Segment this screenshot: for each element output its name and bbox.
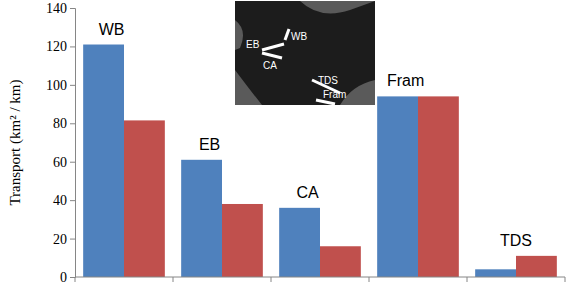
y-tick: 0 xyxy=(60,270,75,285)
chart: 020406080100120140WBEBCAFramTDSTransport… xyxy=(0,0,570,291)
bar xyxy=(320,246,361,277)
group-label: Fram xyxy=(387,72,424,89)
y-tick-mark xyxy=(70,46,75,47)
y-tick: 120 xyxy=(46,39,75,54)
bar xyxy=(181,160,222,277)
y-axis-line xyxy=(70,9,76,278)
y-tick-mark xyxy=(70,277,75,278)
y-tick: 140 xyxy=(46,1,75,16)
plot: 020406080100120140WBEBCAFramTDS xyxy=(46,1,565,285)
bar xyxy=(418,96,459,277)
y-tick-label: 0 xyxy=(60,270,67,285)
y-tick-label: 20 xyxy=(53,232,67,247)
y-tick-mark xyxy=(70,162,75,163)
section-line xyxy=(285,29,289,40)
y-tick: 20 xyxy=(53,232,75,247)
y-tick: 60 xyxy=(53,155,75,170)
bar xyxy=(222,204,263,277)
x-tick-mark xyxy=(369,277,370,282)
y-tick-mark xyxy=(70,200,75,201)
bars xyxy=(83,45,557,277)
y-axis: 0 20 40 60 80 100 120 140 xyxy=(46,1,76,285)
inset-label: EB xyxy=(246,39,260,50)
y-tick: 40 xyxy=(53,193,75,208)
inset-land xyxy=(235,1,375,105)
bar xyxy=(279,208,320,277)
group-label: EB xyxy=(199,136,220,153)
y-tick-label: 40 xyxy=(53,193,67,208)
y-tick: 80 xyxy=(53,116,75,131)
y-axis-title: Transport (km² / km) xyxy=(7,79,24,205)
inset-label: TDS xyxy=(318,75,338,86)
y-tick-label: 120 xyxy=(46,39,67,54)
y-tick-label: 100 xyxy=(46,78,67,93)
section-line xyxy=(262,44,284,50)
bar xyxy=(377,96,418,277)
section-line xyxy=(262,53,282,58)
inset-label: Fram xyxy=(323,89,346,100)
y-tick-label: 60 xyxy=(53,155,67,170)
y-tick: 100 xyxy=(46,78,75,93)
inset-background xyxy=(235,1,375,105)
y-tick-mark xyxy=(70,239,75,240)
x-tick-mark xyxy=(75,277,76,282)
y-tick-label: 140 xyxy=(46,1,67,16)
inset-label: WB xyxy=(291,31,307,42)
bar xyxy=(83,45,124,277)
y-tick-mark xyxy=(70,85,75,86)
x-axis xyxy=(75,277,565,282)
y-tick-mark xyxy=(70,123,75,124)
x-tick-mark xyxy=(565,277,566,282)
y-tick-mark xyxy=(70,8,75,9)
group-label: CA xyxy=(296,184,319,201)
group-label: TDS xyxy=(500,232,532,249)
section-line xyxy=(316,100,335,104)
group-label: WB xyxy=(99,21,125,38)
series xyxy=(124,96,557,277)
y-tick-label: 80 xyxy=(53,116,67,131)
x-tick-mark xyxy=(271,277,272,282)
bar xyxy=(516,256,557,277)
bar xyxy=(124,120,165,277)
x-axis-line xyxy=(75,277,565,278)
x-tick-mark xyxy=(467,277,468,282)
x-tick-mark xyxy=(173,277,174,282)
inset-map: EB WB CA TDS Fram xyxy=(235,1,375,105)
bar xyxy=(475,269,516,277)
inset-label: CA xyxy=(263,60,277,71)
